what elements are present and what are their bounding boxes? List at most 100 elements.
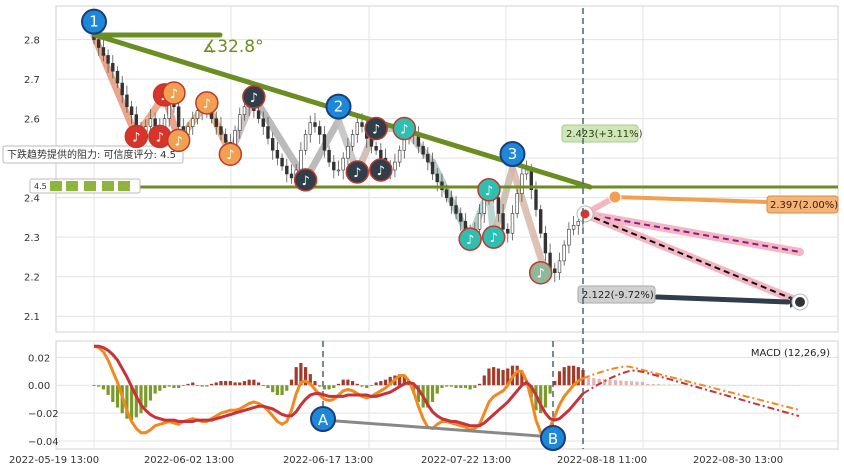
note-marker: ♪: [392, 116, 417, 141]
note-glyph: ♪: [400, 123, 408, 138]
macd-bar: [181, 385, 185, 386]
projection-label-mid: 2.397(2.00%): [766, 195, 839, 214]
candle-body: [567, 228, 571, 246]
macd-bar-projected: [667, 384, 671, 386]
macd-bar: [186, 383, 190, 386]
macd-bar-projected: [711, 384, 715, 386]
note-marker: ♪: [345, 160, 370, 184]
candle-body: [379, 149, 383, 159]
macd-y-tick: 0.00: [28, 381, 50, 392]
divergence-line: [322, 418, 554, 439]
x-axis: 2022-05-19 13:00 2022-06-02 13:00 2022-0…: [9, 455, 783, 466]
wave-marker: 1: [81, 8, 107, 35]
resistance-tooltip: 下跌趋势提供的阻力: 可信度评分: 4.5: [2, 145, 184, 164]
divergence-label-b: B: [548, 430, 558, 448]
macd-bar: [195, 385, 200, 386]
x-tick-label: 2022-06-02 13:00: [144, 455, 234, 466]
macd-bar-projected: [597, 378, 601, 386]
macd-bar: [299, 362, 303, 386]
macd-bar: [247, 379, 251, 386]
macd-bar: [275, 385, 279, 395]
macd-bar-projected: [765, 385, 769, 386]
macd-bar-projected: [694, 384, 698, 386]
macd-bar: [454, 385, 458, 389]
candle-body: [191, 118, 195, 127]
note-glyph: ♪: [537, 267, 545, 282]
macd-bar-projected: [754, 385, 758, 386]
macd-bar: [97, 385, 101, 387]
macd-bar: [280, 385, 284, 395]
macd-bar-projected: [770, 385, 774, 386]
note-marker: ♪: [293, 168, 318, 192]
x-tick-label: 2022-07-22 13:00: [421, 455, 511, 466]
candle-body: [332, 161, 336, 171]
candle-body: [280, 157, 284, 167]
macd-bar: [351, 381, 355, 386]
macd-bar: [501, 369, 505, 386]
score-badge: 4.5: [29, 178, 141, 194]
candle-body: [520, 173, 524, 195]
candle-body: [501, 213, 505, 230]
candle-body: [313, 122, 317, 127]
candle-body: [543, 232, 548, 254]
macd-bar: [374, 382, 378, 386]
macd-bar: [106, 385, 110, 395]
x-tick-label: 2022-08-30 13:00: [693, 455, 783, 466]
wave-label: 2: [334, 98, 344, 116]
macd-bar-projected: [586, 377, 590, 386]
macd-bar-projected: [619, 380, 623, 386]
candle-body: [393, 161, 397, 171]
macd-bar: [327, 385, 331, 390]
macd-bar: [562, 367, 566, 386]
macd-bar: [125, 385, 129, 419]
macd-bar: [430, 385, 435, 402]
note-glyph: ♪: [250, 91, 258, 106]
x-tick-label: 2022-05-19 13:00: [9, 455, 99, 466]
candle-body: [355, 122, 360, 135]
macd-bar-projected: [608, 379, 612, 386]
candle-body: [256, 110, 261, 119]
macd-bar: [426, 385, 430, 408]
macd-dif-projected: [582, 365, 800, 411]
macd-bar: [158, 385, 162, 391]
candle-body: [576, 221, 580, 226]
macd-bar-projected: [651, 384, 655, 386]
note-glyph: ♪: [301, 174, 309, 189]
macd-bar: [383, 379, 388, 386]
macd-bar: [529, 385, 533, 398]
macd-bar: [228, 381, 232, 386]
candle-body: [374, 145, 378, 151]
candle-body: [435, 173, 439, 183]
wave-segment: [250, 93, 310, 184]
macd-bar-projected: [727, 384, 731, 386]
note-glyph: ♪: [490, 231, 498, 246]
candle-body: [346, 145, 350, 159]
macd-bar: [416, 385, 421, 402]
candle-body: [515, 193, 519, 214]
candle-body: [426, 153, 430, 163]
macd-bar: [153, 385, 157, 394]
macd-bar: [482, 375, 486, 386]
macd-bar: [336, 383, 341, 386]
note-markers: ♪♪♪♪♪♪♪♪♪♪♪♪♪♪♪♪♪: [124, 81, 553, 285]
macd-bar-projected: [775, 385, 779, 386]
divergence-marker-a: A: [310, 406, 336, 432]
note-glyph: ♪: [226, 148, 234, 163]
note-marker: ♪: [477, 178, 501, 202]
macd-bar: [449, 385, 453, 387]
price-y-tick: 2.2: [24, 273, 40, 284]
candle-body: [106, 55, 110, 64]
macd-bar: [379, 381, 383, 386]
macd-bar: [191, 382, 195, 386]
macd-bar: [520, 371, 524, 386]
candle-body: [129, 106, 134, 115]
note-marker: ♪: [242, 85, 266, 109]
projection-up-text: 2.423(+3.11%): [566, 129, 643, 140]
note-glyph: ♪: [174, 134, 182, 149]
macd-bar-projected: [743, 384, 747, 386]
macd-bar: [553, 381, 557, 386]
macd-bar-projected: [613, 380, 617, 386]
macd-bar: [515, 365, 519, 386]
note-marker: ♪: [458, 227, 482, 251]
